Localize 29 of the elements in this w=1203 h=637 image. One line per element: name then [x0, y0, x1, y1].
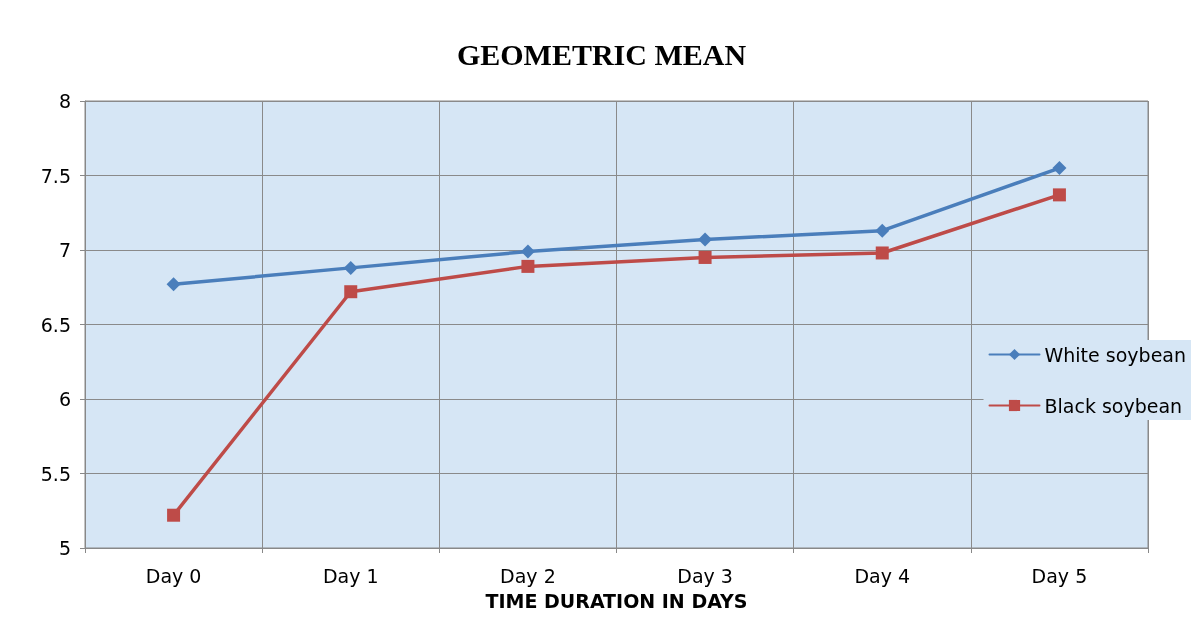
point: [521, 259, 535, 273]
point: [343, 260, 358, 275]
x-tick-label: Day 4: [854, 564, 911, 587]
y-tick-label: 8: [58, 90, 71, 112]
x-tick-label: Day 1: [322, 564, 379, 587]
y-tick-label: 7.5: [40, 164, 71, 187]
legend-label: White soybean: [1044, 343, 1187, 366]
point: [698, 250, 712, 264]
y-tick-label: 5.5: [40, 462, 71, 485]
point: [166, 277, 181, 292]
x-tick-label: Day 2: [500, 564, 556, 587]
point: [520, 244, 535, 259]
point: [1052, 161, 1067, 176]
point: [167, 508, 181, 522]
y-tick-label: 6: [58, 388, 71, 410]
y-tick-label: 5: [58, 537, 71, 559]
y-tick-label: 6.5: [40, 313, 71, 336]
point: [875, 246, 889, 260]
x-tick-label: Day 5: [1031, 564, 1088, 587]
chart-title: GEOMETRIC MEAN: [456, 37, 747, 71]
point: [1052, 188, 1066, 202]
x-tick-label: Day 3: [677, 564, 733, 587]
point: [698, 232, 713, 247]
x-tick-label: Day 0: [145, 564, 202, 587]
point: [875, 223, 890, 238]
point: [344, 285, 358, 299]
y-tick-label: 7: [58, 239, 71, 261]
x-axis-title: TIME DURATION IN DAYS: [485, 589, 748, 612]
legend-label: Black soybean: [1044, 394, 1183, 417]
